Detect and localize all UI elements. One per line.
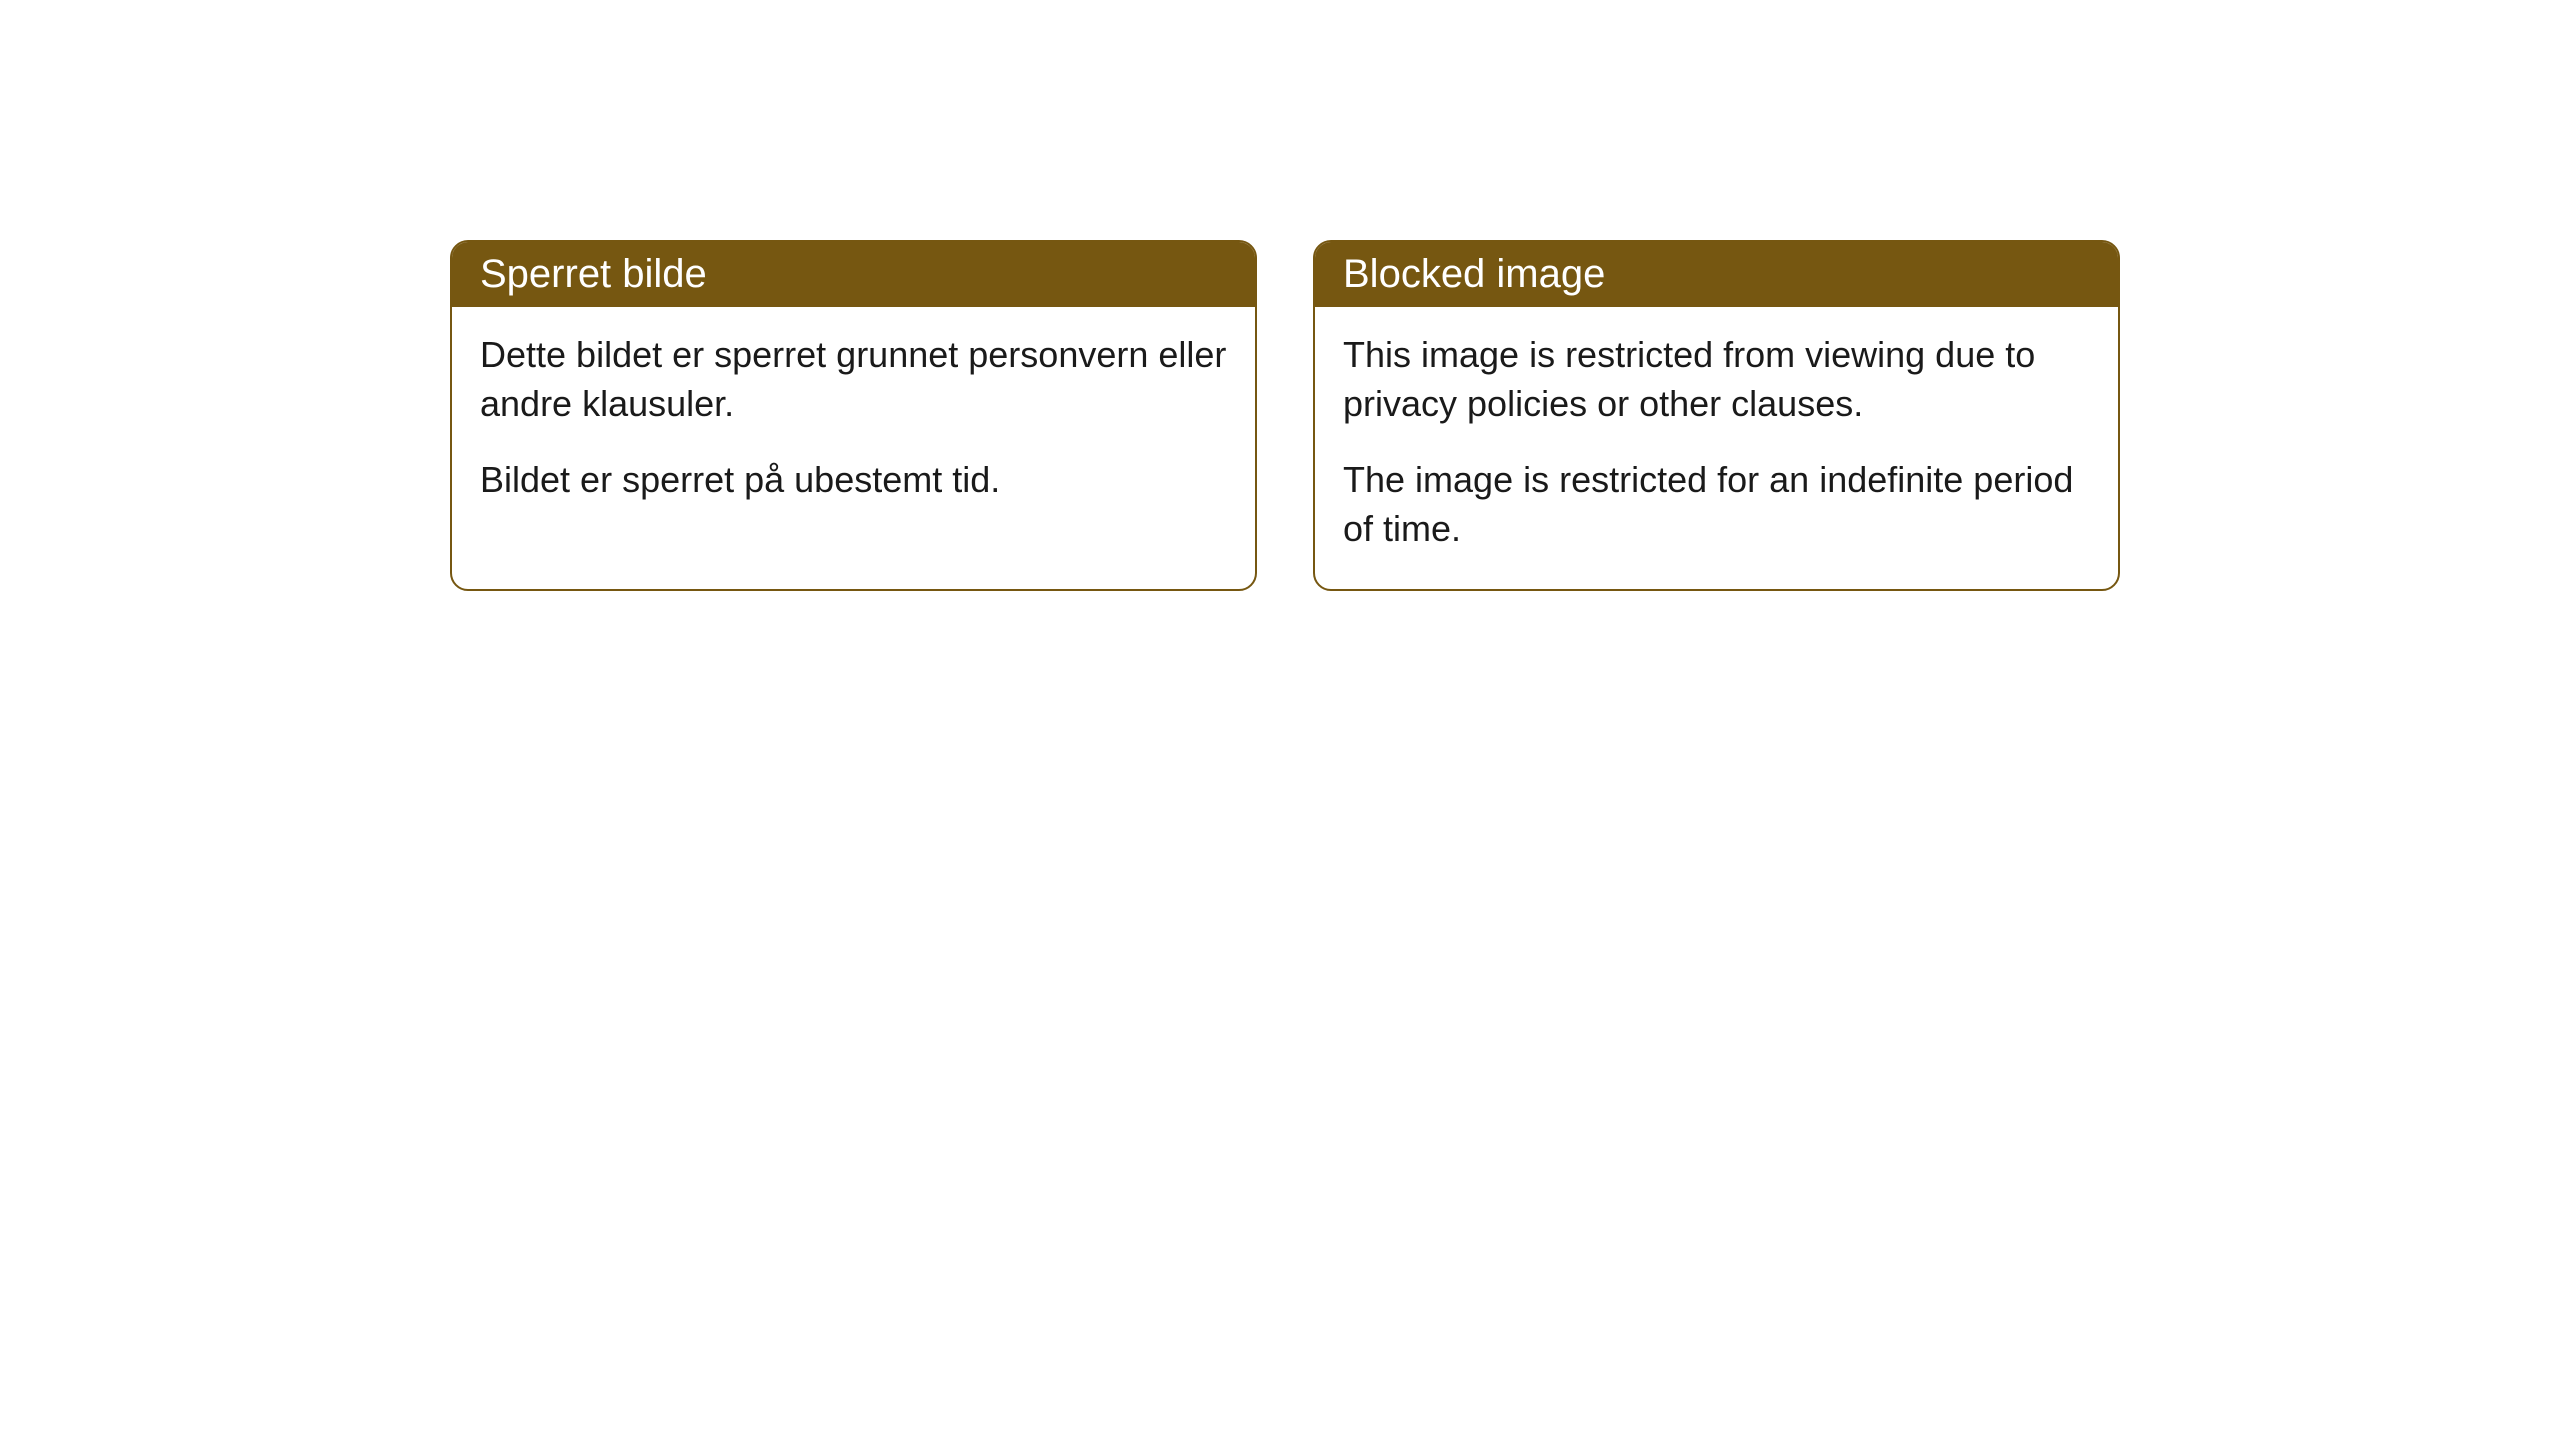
- notice-paragraph-1-en: This image is restricted from viewing du…: [1343, 331, 2090, 428]
- notice-body-en: This image is restricted from viewing du…: [1315, 307, 2118, 589]
- notice-paragraph-2-no: Bildet er sperret på ubestemt tid.: [480, 456, 1227, 505]
- notice-cards-container: Sperret bilde Dette bildet er sperret gr…: [450, 240, 2120, 591]
- blocked-image-notice-en: Blocked image This image is restricted f…: [1313, 240, 2120, 591]
- notice-header-en: Blocked image: [1315, 242, 2118, 307]
- notice-body-no: Dette bildet er sperret grunnet personve…: [452, 307, 1255, 541]
- notice-paragraph-1-no: Dette bildet er sperret grunnet personve…: [480, 331, 1227, 428]
- notice-header-no: Sperret bilde: [452, 242, 1255, 307]
- notice-paragraph-2-en: The image is restricted for an indefinit…: [1343, 456, 2090, 553]
- notice-title-en: Blocked image: [1343, 252, 1605, 296]
- blocked-image-notice-no: Sperret bilde Dette bildet er sperret gr…: [450, 240, 1257, 591]
- notice-title-no: Sperret bilde: [480, 252, 707, 296]
